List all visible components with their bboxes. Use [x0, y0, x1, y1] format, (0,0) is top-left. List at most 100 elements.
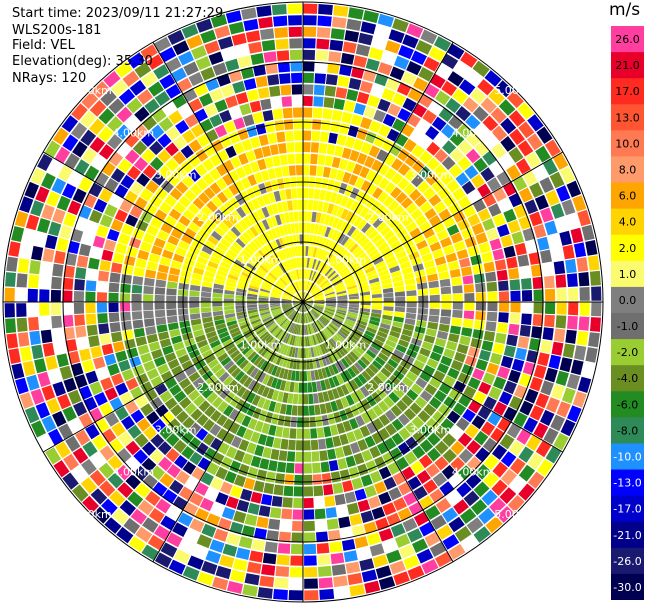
velocity-gate: [108, 438, 124, 454]
velocity-gate: [456, 417, 470, 431]
velocity-gate: [303, 440, 311, 451]
velocity-gate: [72, 447, 89, 464]
velocity-gate: [334, 493, 346, 506]
velocity-gate: [411, 416, 425, 429]
velocity-gate: [378, 466, 392, 480]
velocity-gate: [296, 324, 300, 335]
velocity-gate: [151, 107, 167, 123]
velocity-gate: [184, 114, 199, 128]
velocity-gate: [184, 365, 197, 377]
velocity-gate: [201, 245, 213, 255]
colorbar-tick-label: 13.0: [615, 111, 640, 124]
velocity-gate: [137, 249, 150, 261]
velocity-gate: [135, 258, 147, 269]
velocity-gate: [372, 217, 384, 229]
velocity-gate: [462, 318, 474, 329]
velocity-gate: [254, 271, 265, 279]
velocity-gate: [464, 165, 479, 180]
velocity-gate: [360, 298, 371, 302]
velocity-gate: [422, 227, 435, 239]
velocity-gate: [465, 473, 482, 489]
velocity-gate: [235, 356, 246, 367]
velocity-gate: [197, 382, 209, 394]
velocity-gate: [196, 534, 212, 549]
range-ring-label: 3.00km: [155, 169, 197, 182]
velocity-gate: [211, 139, 224, 153]
velocity-gate: [62, 472, 79, 490]
velocity-gate: [282, 368, 289, 380]
velocity-gate: [346, 240, 356, 251]
velocity-gate: [63, 377, 77, 393]
velocity-gate: [308, 188, 315, 199]
velocity-gate: [303, 130, 312, 141]
velocity-gate: [189, 183, 203, 196]
velocity-gate: [484, 70, 502, 87]
velocity-gate: [154, 287, 166, 295]
velocity-gate: [303, 294, 310, 302]
velocity-gate: [73, 401, 88, 417]
velocity-gate: [260, 311, 271, 316]
velocity-gate: [35, 402, 50, 419]
velocity-gate: [372, 297, 383, 302]
velocity-gate: [304, 532, 316, 543]
velocity-gate: [463, 490, 480, 507]
velocity-gate: [327, 228, 335, 239]
velocity-gate: [227, 230, 238, 241]
velocity-gate: [429, 308, 440, 316]
velocity-gate: [313, 393, 319, 404]
velocity-gate: [168, 110, 183, 125]
velocity-gate: [335, 312, 346, 318]
velocity-gate: [157, 264, 170, 274]
velocity-gate: [142, 474, 158, 490]
velocity-gate: [570, 359, 584, 376]
velocity-gate: [339, 329, 349, 338]
velocity-gate: [275, 266, 283, 276]
velocity-gate: [385, 40, 401, 54]
velocity-gate: [258, 295, 269, 299]
velocity-gate: [478, 507, 495, 525]
velocity-gate: [198, 192, 210, 205]
velocity-gate: [203, 276, 214, 283]
velocity-gate: [452, 309, 463, 319]
velocity-gate: [275, 329, 283, 338]
velocity-gate: [215, 177, 228, 190]
velocity-gate: [368, 47, 384, 61]
velocity-gate: [545, 397, 560, 413]
velocity-gate: [442, 140, 457, 155]
velocity-gate: [246, 89, 259, 102]
velocity-gate: [298, 382, 303, 393]
velocity-gate: [585, 240, 598, 256]
velocity-gate: [303, 72, 314, 83]
velocity-gate: [285, 404, 293, 416]
velocity-gate: [306, 281, 310, 291]
velocity-gate: [589, 270, 601, 286]
velocity-gate: [326, 253, 334, 264]
velocity-gate: [319, 213, 327, 224]
velocity-gate: [286, 223, 292, 235]
velocity-gate: [354, 536, 369, 549]
velocity-gate: [387, 103, 401, 117]
velocity-gate: [98, 270, 110, 282]
velocity-gate: [253, 274, 263, 281]
velocity-gate: [540, 249, 552, 264]
velocity-gate: [413, 485, 428, 500]
velocity-gate: [191, 273, 203, 281]
velocity-gate: [335, 262, 345, 271]
velocity-gate: [189, 284, 201, 292]
velocity-gate: [303, 302, 306, 312]
velocity-gate: [411, 383, 423, 395]
velocity-gate: [485, 321, 497, 332]
velocity-gate: [327, 389, 335, 401]
velocity-gate: [331, 156, 341, 169]
velocity-gate: [324, 366, 332, 378]
velocity-gate: [157, 363, 170, 375]
velocity-gate: [340, 384, 350, 396]
velocity-gate: [271, 309, 282, 314]
velocity-gate: [222, 339, 234, 348]
velocity-gate: [573, 242, 587, 258]
velocity-gate: [303, 95, 313, 107]
velocity-gate: [412, 445, 426, 459]
velocity-gate: [372, 187, 383, 199]
velocity-gate: [294, 312, 299, 322]
velocity-gate: [377, 191, 389, 203]
